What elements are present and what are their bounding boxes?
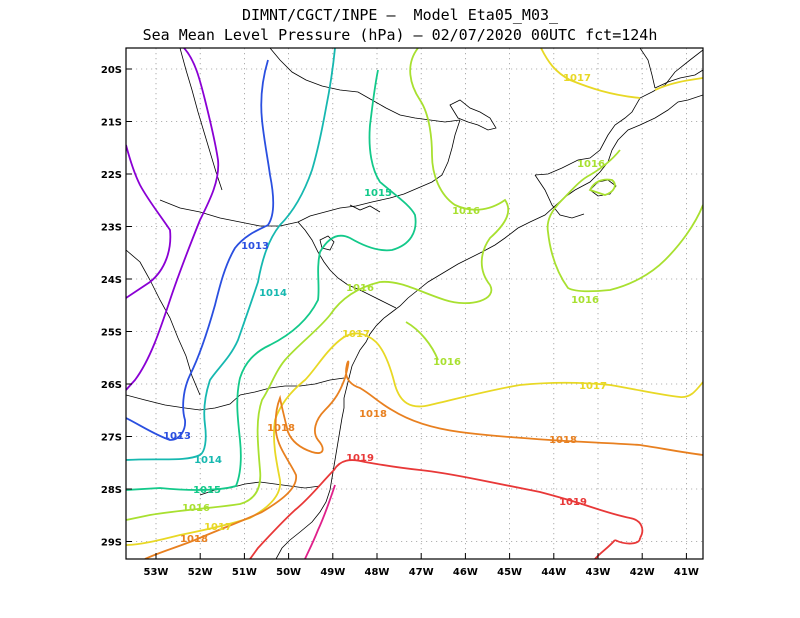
contour-label: 1018 <box>267 423 295 434</box>
lat-tick-label: 26S <box>101 380 122 391</box>
isobar-1016-c <box>588 178 616 196</box>
border-north-1 <box>179 48 223 191</box>
contour-label: 1017 <box>563 73 591 84</box>
contour-label: 1016 <box>452 206 480 217</box>
contour-label: 1016 <box>571 295 599 306</box>
lake-furnas <box>449 99 497 131</box>
state-border-sp-pr <box>297 221 397 309</box>
latitude-ticks: 20S 21S 22S 23S 24S 25S 26S 27S 28S 29S <box>101 65 132 549</box>
contour-label: 1017 <box>342 329 370 340</box>
lat-tick-label: 28S <box>101 485 122 496</box>
isobar-1016-b <box>546 149 703 293</box>
isobar-1017-a <box>540 48 641 99</box>
lat-tick-label: 21S <box>101 118 122 129</box>
state-border-sp-mg <box>297 119 461 223</box>
lat-tick-label: 20S <box>101 65 122 76</box>
lon-tick-label: 44W <box>541 567 566 578</box>
isobar-1016-d <box>405 321 439 361</box>
isobar-1019-b <box>614 537 641 545</box>
contour-label: 1016 <box>182 503 210 514</box>
contour-label: 1016 <box>577 159 605 170</box>
lat-tick-label: 23S <box>101 223 122 234</box>
border-river-west <box>126 249 201 396</box>
lon-tick-label: 48W <box>365 567 390 578</box>
lon-tick-label: 52W <box>188 567 213 578</box>
contour-label: 1015 <box>193 485 221 496</box>
lat-tick-label: 24S <box>101 275 122 286</box>
isobar-1012-a <box>126 48 220 391</box>
contour-label: 1019 <box>559 497 587 508</box>
contour-label: 1014 <box>259 288 287 299</box>
border-rj-coast <box>534 174 585 219</box>
contour-label: 1018 <box>549 435 577 446</box>
isobar-1020-a <box>304 484 336 559</box>
isobar-1019-a <box>249 459 644 559</box>
chart-title-line2: Sea Mean Level Pressure (hPa) – 02/07/20… <box>142 26 658 44</box>
longitude-ticks: 53W 52W 51W 50W 49W 48W 47W 46W 45W 44W 43W 42W 41W <box>144 553 699 578</box>
lat-tick-label: 29S <box>101 538 122 549</box>
contour-label: 1013 <box>241 241 269 252</box>
isobar-lines <box>126 48 703 559</box>
lat-tick-label: 25S <box>101 328 122 339</box>
contour-label: 1019 <box>346 453 374 464</box>
lat-tick-label: 27S <box>101 433 122 444</box>
lon-tick-label: 49W <box>320 567 345 578</box>
lon-tick-label: 45W <box>497 567 522 578</box>
isobar-1015-a <box>126 69 417 491</box>
lon-tick-label: 43W <box>586 567 611 578</box>
isobar-1016-a <box>126 48 510 521</box>
isobar-1018-a <box>144 360 703 559</box>
lon-tick-label: 51W <box>232 567 257 578</box>
contour-label: 1016 <box>433 357 461 368</box>
river-paranapanema <box>349 204 381 213</box>
contour-labels: 1017 1016 1015 1016 1013 1014 1016 1016 … <box>163 73 607 545</box>
lon-tick-label: 41W <box>674 567 699 578</box>
map-background <box>126 48 703 559</box>
border-ms-sp <box>159 199 299 227</box>
lon-tick-label: 42W <box>630 567 655 578</box>
border-es <box>639 48 656 89</box>
contour-label: 1018 <box>180 534 208 545</box>
isobar-1017-b <box>654 77 703 91</box>
contour-label: 1017 <box>204 522 232 533</box>
isobar-1014-a <box>126 48 336 461</box>
map-frame <box>125 47 704 560</box>
contour-label: 1015 <box>364 188 392 199</box>
state-border-pr-sc <box>239 377 345 396</box>
isobar-1019-c <box>594 539 616 559</box>
isobar-1013-a <box>126 59 275 441</box>
lat-tick-label: 22S <box>101 170 122 181</box>
lon-tick-label: 47W <box>409 567 434 578</box>
isobar-1012-b <box>126 144 172 299</box>
chart-title-line1: DIMNT/CGCT/INPE – Model Eta05_M03_ <box>241 6 559 24</box>
lon-tick-label: 46W <box>453 567 478 578</box>
border-ms-pr <box>126 394 241 411</box>
contour-label: 1018 <box>359 409 387 420</box>
contour-label: 1014 <box>194 455 222 466</box>
contour-label: 1013 <box>163 431 191 442</box>
contour-label: 1017 <box>579 381 607 392</box>
lon-tick-label: 53W <box>144 567 169 578</box>
border-mg-es <box>654 69 703 89</box>
contour-label: 1016 <box>346 283 374 294</box>
reservoir-sp <box>319 235 335 251</box>
state-border-mg-rj <box>534 49 703 176</box>
lon-tick-label: 50W <box>276 567 301 578</box>
